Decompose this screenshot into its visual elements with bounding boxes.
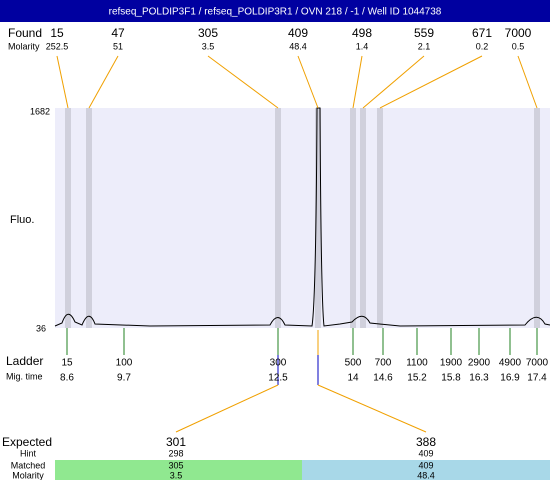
- mig-time: 14.6: [373, 373, 393, 384]
- matched-bg: [55, 460, 302, 480]
- ladder-size: 15: [61, 358, 73, 369]
- found-molarity: 1.4: [356, 41, 369, 51]
- title-bar: [0, 0, 550, 22]
- matched-value: 305: [168, 460, 183, 470]
- expected-molarity: 48.4: [417, 470, 435, 480]
- peak-connector: [352, 55, 363, 109]
- found-size: 409: [288, 26, 308, 40]
- ladder-size: 100: [116, 358, 133, 369]
- hint-value: 298: [168, 448, 183, 458]
- found-size: 15: [50, 26, 64, 40]
- peak-connector: [362, 55, 425, 109]
- mig-time: 9.7: [117, 373, 131, 384]
- connector: [175, 384, 279, 433]
- title: refseq_POLDIP3F1 / refseq_POLDIP3R1 / OV…: [109, 7, 442, 18]
- y-max-label: 1682: [30, 106, 50, 116]
- ladder-size: 1100: [406, 358, 428, 369]
- peak-band: [86, 108, 92, 328]
- y-min-label: 36: [36, 323, 46, 333]
- hint-label: Hint: [20, 448, 37, 458]
- trace: [54, 107, 550, 327]
- mig-time: 15.2: [407, 373, 427, 384]
- found-molarity: 51: [113, 41, 123, 51]
- hint-value: 409: [418, 448, 433, 458]
- ladder-size: 7000: [526, 358, 549, 369]
- peak-band: [350, 108, 356, 328]
- expected-label: Expected: [2, 435, 52, 449]
- found-label: Found: [8, 26, 42, 40]
- peak-connector: [88, 55, 119, 109]
- y-axis-label: Fluo.: [10, 214, 34, 226]
- mig-time: 17.4: [527, 373, 547, 384]
- matched-value: 409: [418, 460, 433, 470]
- ladder-size: 500: [345, 358, 362, 369]
- peak-connector: [297, 55, 319, 109]
- found-molarity: 0.2: [476, 41, 489, 51]
- connector: [317, 384, 427, 433]
- mig-time: 16.9: [500, 373, 520, 384]
- molarity-label: Molarity: [8, 41, 40, 51]
- found-molarity: 48.4: [289, 41, 307, 51]
- mig-time-label: Mig. time: [6, 371, 43, 381]
- found-size: 671: [472, 26, 492, 40]
- found-size: 305: [198, 26, 218, 40]
- expected-value: 301: [166, 435, 186, 449]
- peak-band: [275, 108, 281, 328]
- matched-label: Matched: [11, 460, 46, 470]
- ladder-label: Ladder: [6, 354, 43, 368]
- found-molarity: 252.5: [46, 41, 69, 51]
- plot-area: [55, 108, 550, 328]
- peak-connector: [379, 55, 483, 109]
- molarity-label: Molarity: [12, 470, 44, 480]
- found-size: 7000: [505, 26, 532, 40]
- ladder-size: 2900: [468, 358, 491, 369]
- peak-band: [377, 108, 383, 328]
- mig-time: 12.5: [268, 373, 288, 384]
- peak-band: [534, 108, 540, 328]
- mig-time: 16.3: [469, 373, 489, 384]
- ladder-size: 4900: [499, 358, 522, 369]
- peak-band: [65, 108, 71, 328]
- ladder-size: 1900: [440, 358, 463, 369]
- found-molarity: 0.5: [512, 41, 525, 51]
- mig-time: 14: [347, 373, 359, 384]
- expected-value: 388: [416, 435, 436, 449]
- peak-connector: [207, 55, 279, 109]
- ladder-size: 300: [270, 358, 287, 369]
- peak-band: [360, 108, 366, 328]
- peak-band: [315, 108, 321, 328]
- peak-connector: [517, 55, 538, 109]
- found-size: 47: [111, 26, 125, 40]
- ladder-size: 700: [375, 358, 392, 369]
- found-size: 498: [352, 26, 372, 40]
- found-size: 559: [414, 26, 434, 40]
- mig-time: 8.6: [60, 373, 74, 384]
- peak-connector: [56, 55, 69, 109]
- matched-bg: [302, 460, 550, 480]
- found-molarity: 3.5: [202, 41, 215, 51]
- mig-time: 15.8: [441, 373, 461, 384]
- found-molarity: 2.1: [418, 41, 431, 51]
- expected-molarity: 3.5: [170, 470, 183, 480]
